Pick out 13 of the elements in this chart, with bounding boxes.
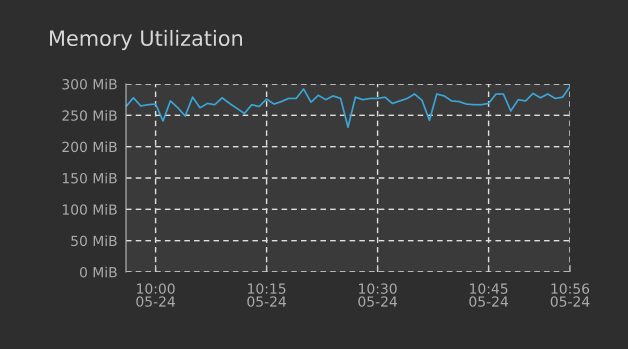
y-tick-label: 150 MiB	[62, 172, 117, 184]
y-tick-label: 0 MiB	[80, 266, 117, 278]
y-tick-label: 250 MiB	[62, 110, 117, 121]
y-tick-label: 200 MiB	[62, 141, 117, 152]
x-tick-label: 10:56 05-24	[550, 283, 590, 307]
x-tick-label: 10:15 05-24	[247, 283, 286, 307]
y-tick-label: 100 MiB	[62, 204, 117, 215]
y-tick-label: 50 MiB	[71, 235, 117, 246]
x-tick-label: 10:45 05-24	[469, 283, 508, 307]
y-tick-label: 300 MiB	[62, 78, 117, 90]
chart-title: Memory Utilization	[50, 30, 242, 50]
x-tick-label: 10:30 05-24	[358, 283, 397, 307]
x-tick-label: 10:00 05-24	[136, 283, 175, 307]
